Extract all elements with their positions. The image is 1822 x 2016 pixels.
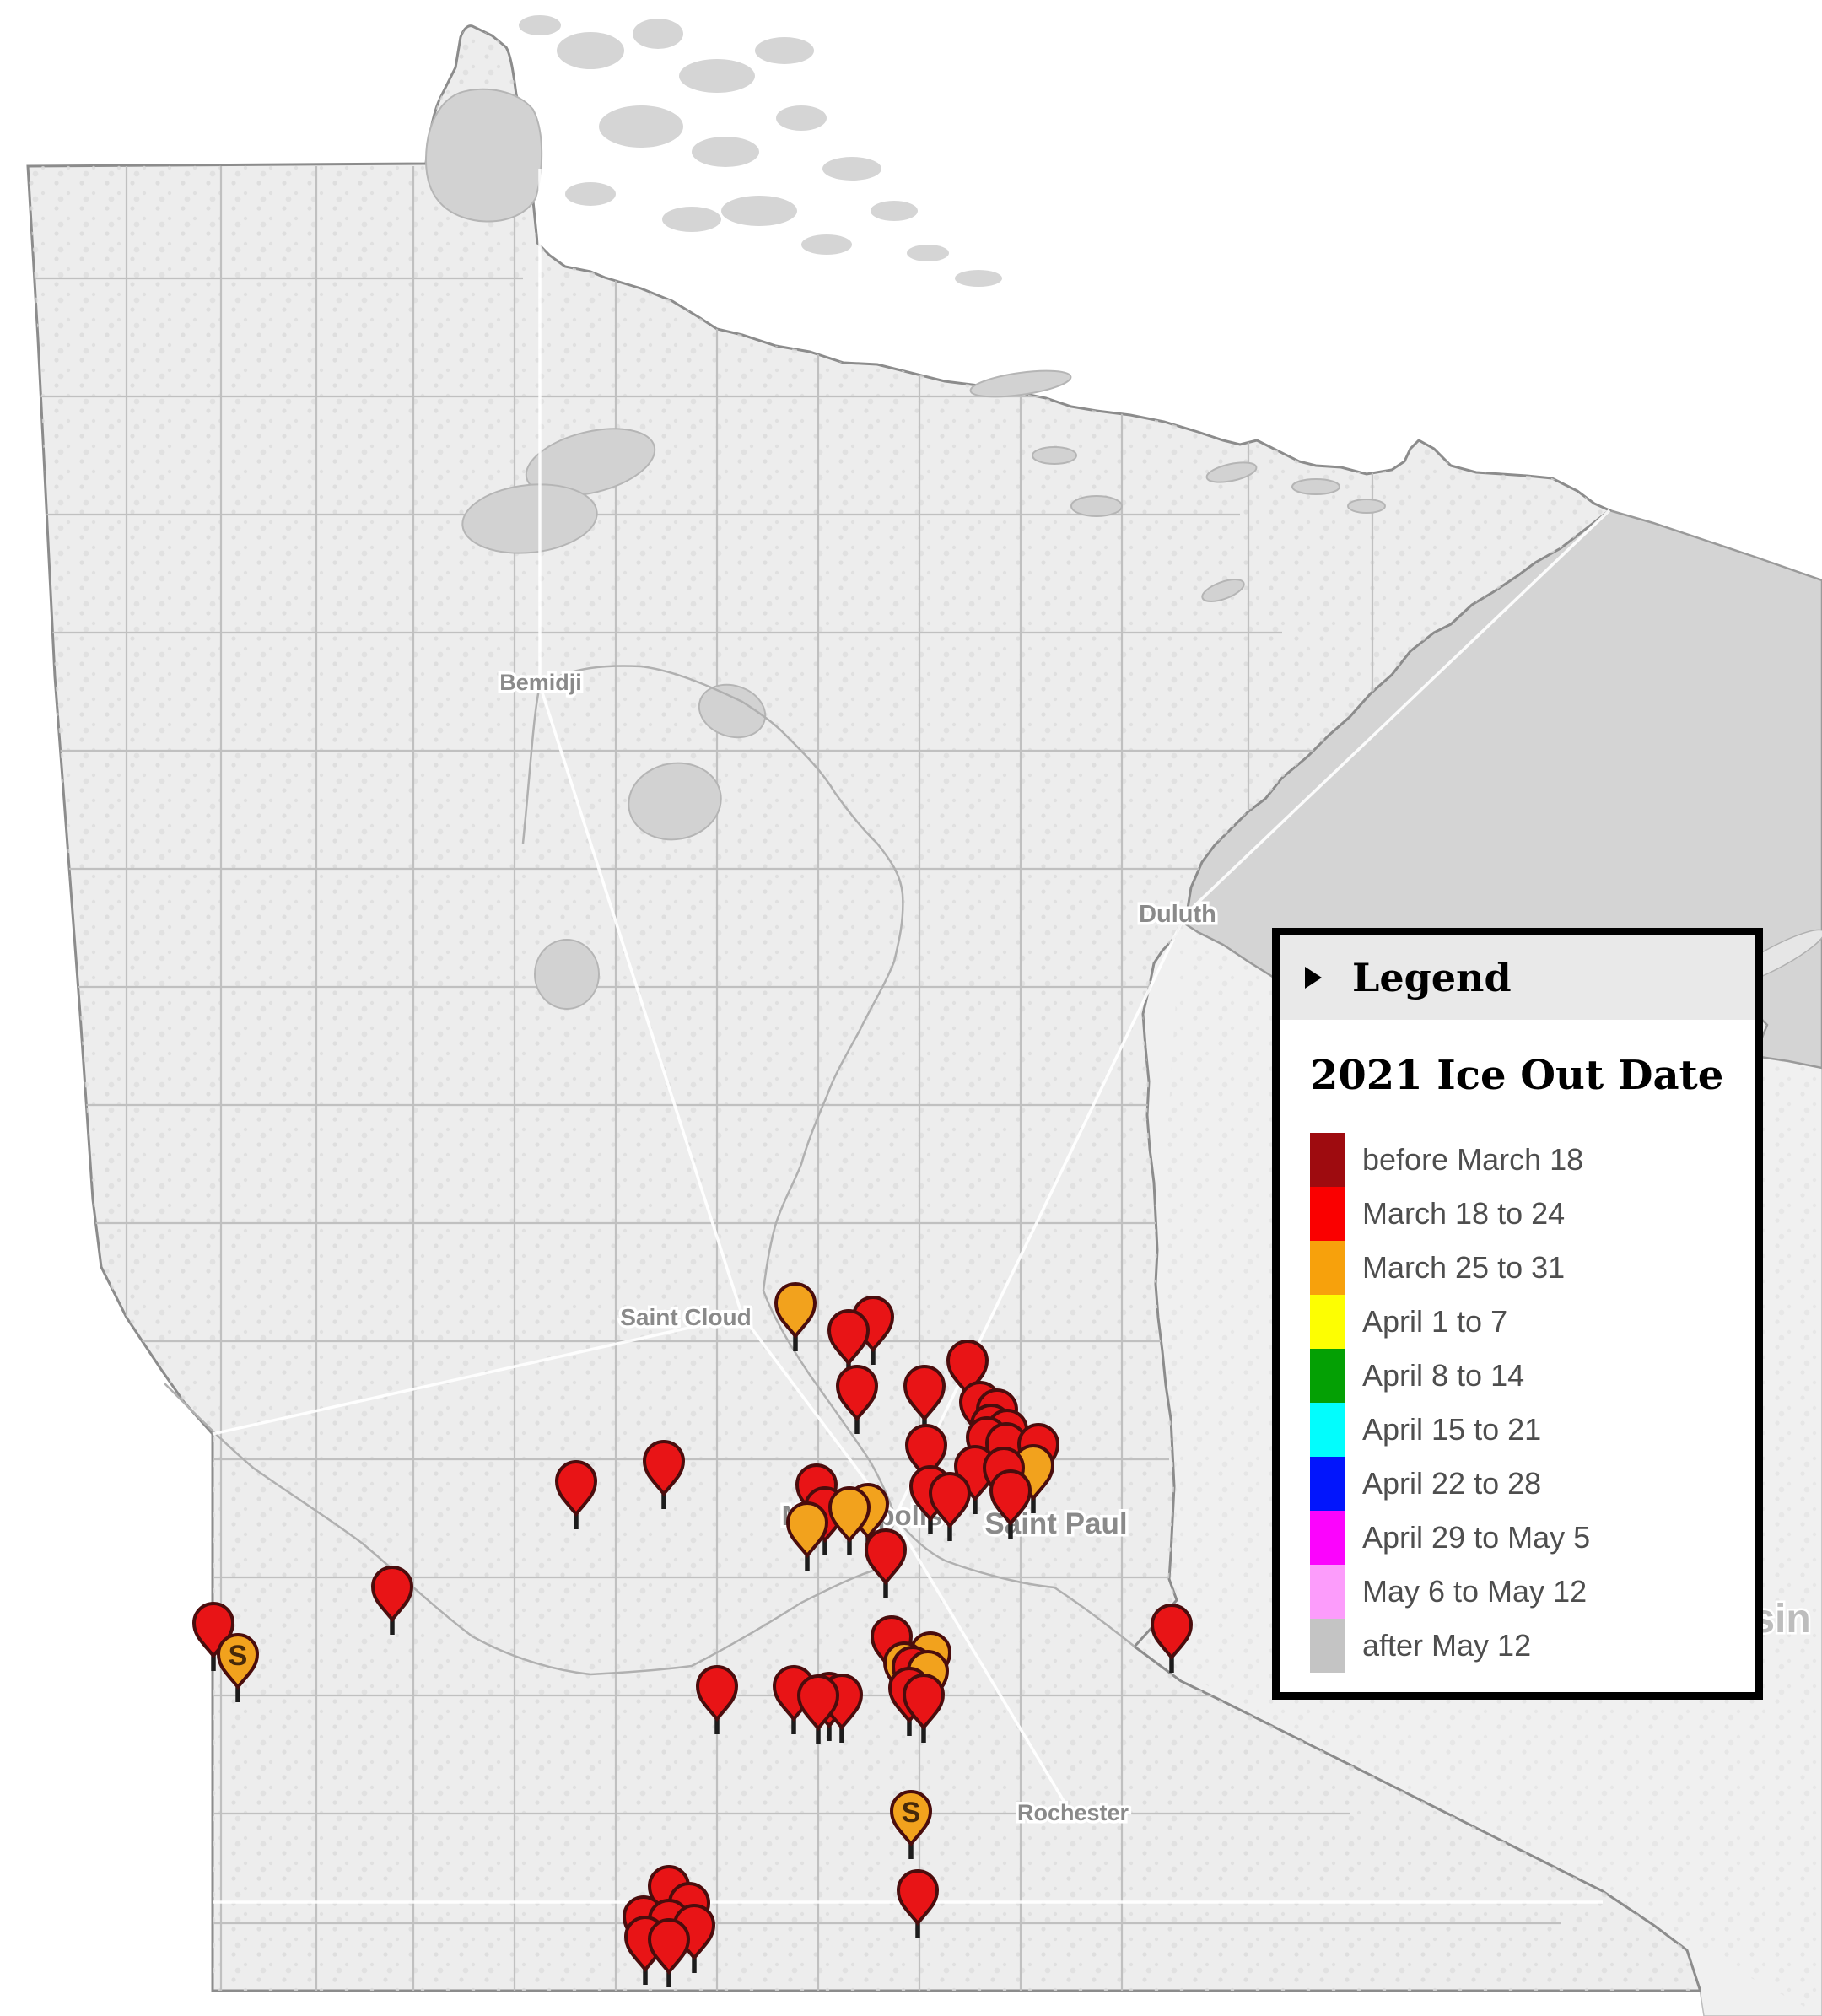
map-pin[interactable] [827,1309,871,1378]
pin-head [835,1365,879,1422]
lower-red-lake [461,483,598,554]
legend-swatch [1310,1349,1345,1403]
pin-head [827,1486,871,1544]
map-pin[interactable] [554,1460,598,1529]
pin-head [554,1460,598,1517]
legend-item-label: April 22 to 28 [1362,1466,1542,1501]
legend-item: April 29 to May 5 [1310,1511,1755,1565]
collapse-arrow-icon[interactable] [1305,967,1322,989]
minnesota-river [164,1383,898,1676]
pin-head [216,1633,260,1690]
pin-head [695,1665,739,1722]
legend-body: 2021 Ice Out Date before March 18 March 1… [1280,1020,1755,1673]
legend-item-label: April 15 to 21 [1362,1412,1542,1447]
legend-item: March 25 to 31 [1310,1241,1755,1295]
legend-item-label: after May 12 [1362,1628,1532,1663]
legend-item-label: April 1 to 7 [1362,1304,1508,1339]
legend-item-label: March 25 to 31 [1362,1250,1566,1285]
legend-swatch [1310,1133,1345,1187]
pin-head [889,1790,933,1847]
markers-layer: SS [191,1282,1194,1987]
legend-item: April 22 to 28 [1310,1457,1755,1511]
pin-head [896,1869,940,1927]
legend-header-label: Legend [1352,955,1512,1000]
pin-head [796,1674,840,1732]
pin-head [989,1469,1032,1527]
legend-swatch [1310,1403,1345,1457]
map-pin[interactable] [864,1528,908,1598]
pin-head [904,1424,948,1481]
legend-item-label: April 8 to 14 [1362,1358,1525,1393]
lake-winnibigoshish [698,683,767,739]
map-pin[interactable] [642,1440,686,1509]
upper-red-lake [525,428,656,497]
legend-item: March 18 to 24 [1310,1187,1755,1241]
legend-item: after May 12 [1310,1619,1755,1673]
map-pin[interactable] [835,1365,879,1434]
legend-swatch [1310,1565,1345,1619]
border-lakes-texture [519,15,1002,287]
map-pin[interactable] [796,1674,840,1744]
pin-head [903,1365,946,1422]
pin-head [928,1472,972,1529]
pin-head [785,1501,829,1559]
legend-swatch [1310,1187,1345,1241]
map-pin-special[interactable]: S [889,1790,933,1859]
map-pin[interactable] [928,1472,972,1541]
pin-head [370,1566,414,1623]
pin-head [827,1309,871,1366]
map-pin[interactable] [1150,1604,1194,1673]
pin-head [902,1674,946,1731]
city-label-bemidji: Bemidji [499,670,582,695]
inland-lakes [424,88,1386,1010]
city-label-saint-cloud: Saint Cloud [620,1304,752,1330]
map-pin-special[interactable]: S [216,1633,260,1702]
lake-of-the-woods [424,88,543,223]
legend-swatch [1310,1619,1345,1673]
legend-swatch [1310,1457,1345,1511]
legend-item: May 6 to May 12 [1310,1565,1755,1619]
map-pin[interactable] [896,1869,940,1938]
legend-items: before March 18 March 18 to 24 March 25 to… [1310,1133,1755,1673]
map-pin[interactable] [827,1486,871,1555]
map-pin[interactable] [695,1665,739,1734]
map-pin[interactable] [647,1918,691,1987]
legend-swatch [1310,1295,1345,1349]
legend-header[interactable]: Legend [1280,935,1755,1020]
pin-head [946,1340,989,1397]
legend-swatch [1310,1511,1345,1565]
map-pin[interactable] [370,1566,414,1635]
legend-item-label: May 6 to May 12 [1362,1574,1588,1609]
legend-item-label: April 29 to May 5 [1362,1520,1591,1555]
legend-item: April 8 to 14 [1310,1349,1755,1403]
legend-item-label: before March 18 [1362,1142,1584,1177]
pin-head [864,1528,908,1586]
pin-head [1150,1604,1194,1661]
city-label-duluth: Duluth [1139,901,1216,928]
legend-title: 2021 Ice Out Date [1310,1052,1724,1099]
legend-swatch [1310,1241,1345,1295]
pin-letter-s: S [229,1640,248,1672]
city-label-rochester: Rochester [1017,1800,1129,1825]
map-pin[interactable] [902,1674,946,1743]
pin-head [642,1440,686,1497]
map-pin[interactable] [989,1469,1032,1539]
leech-lake [628,762,722,841]
legend-item: before March 18 [1310,1133,1755,1187]
map-pin[interactable] [785,1501,829,1571]
legend-item: April 1 to 7 [1310,1295,1755,1349]
pin-letter-s: S [902,1797,921,1829]
mille-lacs-lake [534,939,600,1010]
map-pin[interactable] [774,1282,817,1351]
pin-head [774,1282,817,1340]
legend-item: April 15 to 21 [1310,1403,1755,1457]
legend-item-label: March 18 to 24 [1362,1196,1566,1231]
legend-panel: Legend 2021 Ice Out Date before March 18… [1272,928,1763,1700]
pin-head [647,1918,691,1976]
lake-vermilion [969,369,1072,398]
